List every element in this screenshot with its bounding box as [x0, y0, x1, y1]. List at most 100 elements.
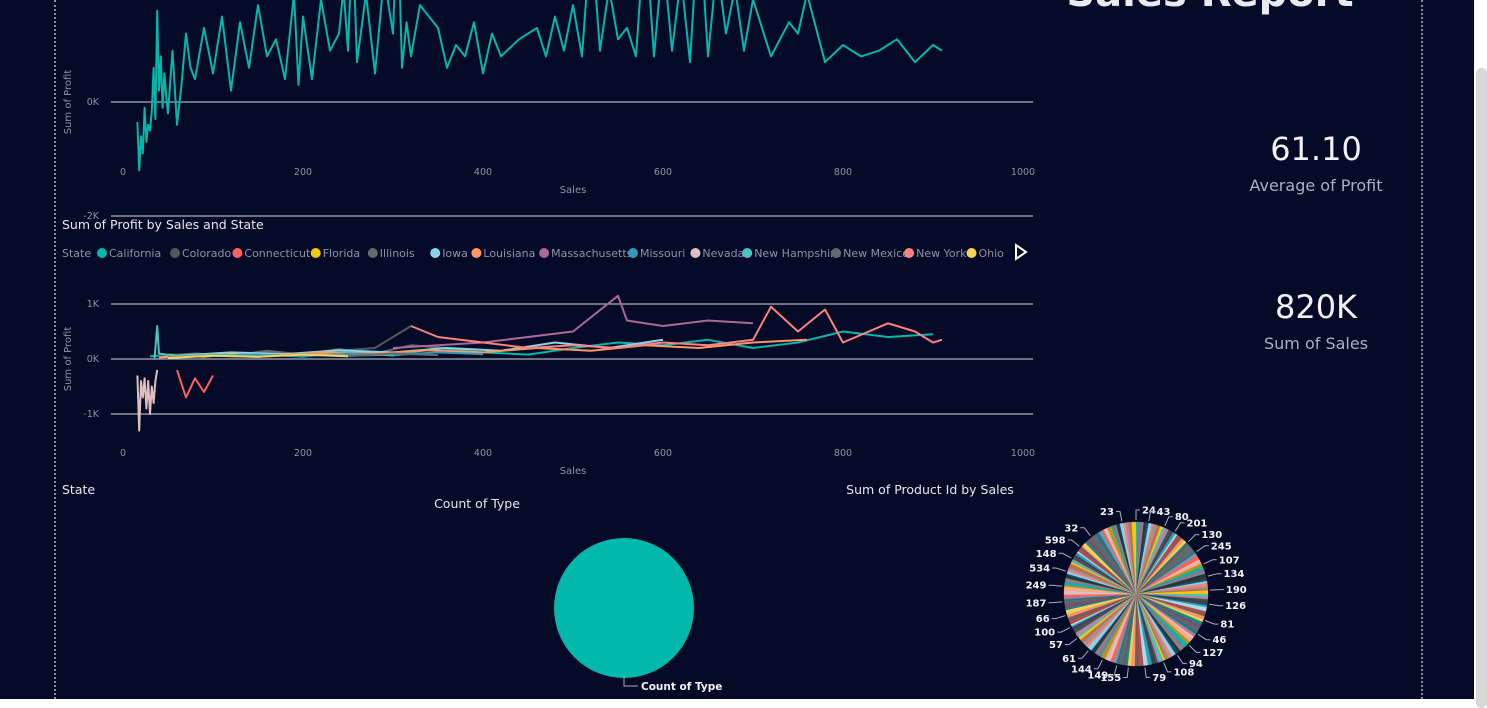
pie-leader [1209, 603, 1224, 607]
pie-slice [1131, 521, 1137, 595]
legend-swatch [97, 248, 107, 258]
kpi-value: 820K [1275, 288, 1358, 326]
pie-leader [1078, 650, 1089, 659]
legend-swatch [310, 248, 321, 258]
y-tick-label: 0K [87, 97, 100, 108]
pie-leader [1188, 645, 1201, 653]
legend-swatch [471, 248, 482, 258]
legend-item: Iowa [442, 247, 468, 260]
x-tick-label: 0 [120, 167, 126, 178]
pie-leader [1207, 573, 1222, 577]
product-id-by-sales-pie[interactable]: 23 24 43 8020113024510713419012681461279410… [1026, 506, 1247, 685]
pie-leader [1203, 559, 1217, 565]
pie-leader [1204, 620, 1219, 625]
kpi-label: Sum of Sales [1264, 334, 1368, 353]
scrollbar-thumb[interactable] [1476, 68, 1487, 708]
pie-leader [1209, 589, 1224, 591]
pie-leader [1064, 638, 1078, 646]
report-title: Sales Report [1066, 0, 1353, 16]
x-tick-label: 1000 [1011, 448, 1035, 459]
canvas-left-border [54, 0, 56, 699]
pie-leader [1174, 522, 1185, 532]
legend-swatch [690, 248, 701, 258]
y-axis-title: Sum of Profit [63, 70, 74, 135]
legend-swatch [904, 248, 915, 258]
legend-item: California [109, 247, 161, 260]
pie-data-label: 24 [1142, 506, 1156, 517]
legend-item: Nevada [702, 247, 744, 260]
pie-leader [1123, 667, 1129, 678]
pie-data-label: 80 [1175, 512, 1189, 523]
pie-data-label: 201 [1187, 518, 1208, 529]
pie-leader [1196, 545, 1209, 553]
y-tick-label: -2K [83, 211, 99, 222]
pie-data-label: 598 [1045, 536, 1066, 547]
pie-data-label: 23 [1100, 507, 1114, 518]
legend-item: Missouri [640, 247, 685, 260]
x-tick-label: 400 [474, 448, 492, 459]
pie-leader [1148, 510, 1155, 522]
x-tick-label: 600 [654, 448, 672, 459]
state-slicer-title: State [62, 482, 95, 497]
pie-data-label: 187 [1026, 598, 1047, 609]
kpi-average-profit: 61.10 Average of Profit [1249, 130, 1382, 195]
x-tick-label: 200 [294, 167, 312, 178]
legend-swatch [831, 248, 842, 258]
pie-leader [1058, 552, 1072, 559]
x-tick-label: 600 [654, 167, 672, 178]
report-canvas: Sales Report -2K0K2K02004006008001000Sal… [0, 0, 1474, 699]
pie-leader [1176, 655, 1187, 665]
legend-item: Connecticut [244, 247, 311, 260]
y-axis-title: Sum of Profit [63, 327, 74, 392]
legend-item: Massachusetts [551, 247, 633, 260]
legend-item: New Hampshire [754, 247, 841, 260]
legend-item: Louisiana [483, 247, 535, 260]
pie-data-label: 107 [1219, 555, 1240, 566]
pie-leader [1048, 601, 1063, 604]
legend-swatch [539, 248, 550, 258]
x-tick-label: 1000 [1011, 167, 1035, 178]
pie-leader [1164, 516, 1173, 527]
series-line [176, 369, 214, 399]
x-tick-label: 800 [834, 448, 852, 459]
y-tick-label: 1K [87, 299, 100, 310]
kpi-label: Average of Profit [1249, 176, 1382, 195]
state-legend: State California Colorado Connecticut Florid… [62, 247, 1004, 260]
pie-leader [1110, 665, 1118, 676]
pie-data-label: 108 [1173, 667, 1194, 678]
product-id-pie-title: Sum of Product Id by Sales [846, 482, 1014, 497]
pie-data-label: 46 [1212, 635, 1226, 646]
x-tick-label: 200 [294, 448, 312, 459]
x-tick-label: 400 [474, 167, 492, 178]
pie-data-label: 61 [1062, 654, 1076, 665]
pie-data-label: 148 [1036, 549, 1057, 560]
legend-item: New York [916, 247, 967, 260]
pie-data-label: 134 [1224, 569, 1245, 580]
pie-leader [1052, 567, 1066, 572]
count-of-type-pie[interactable] [554, 538, 694, 678]
pie-data-label: 249 [1026, 581, 1047, 592]
pie-data-label: 81 [1220, 620, 1234, 631]
pie-leader [1135, 509, 1140, 520]
pie-leader [1187, 534, 1200, 543]
chevron-right-icon[interactable] [1015, 243, 1028, 261]
pie-leader [1051, 615, 1066, 620]
legend-swatch [367, 248, 378, 258]
profit-by-sales-and-state-chart[interactable]: -1K 0K 1K 0 200 400 600 800 1000 Sales Sum of Prof… [63, 294, 1035, 477]
pie-data-label: 57 [1049, 640, 1063, 651]
pie-data-label: 149 [1087, 671, 1108, 682]
series-line [167, 353, 349, 359]
kpi-sum-sales: 820K Sum of Sales [1264, 288, 1368, 353]
legend-next-button[interactable] [1015, 243, 1028, 261]
pie-data-label: 126 [1225, 601, 1246, 612]
pie-leader [1093, 659, 1103, 670]
pie-data-label: 155 [1100, 673, 1121, 684]
series-line [410, 305, 943, 349]
profit-by-sales-chart[interactable]: -2K0K2K02004006008001000SalesSum of Prof… [63, 0, 1035, 222]
legend-title: State [62, 247, 91, 260]
pie-data-label: 130 [1201, 530, 1222, 541]
kpi-value: 61.10 [1270, 130, 1362, 168]
pie-leader [1048, 584, 1063, 587]
pie-leader [1116, 511, 1123, 522]
series-line [136, 0, 943, 172]
